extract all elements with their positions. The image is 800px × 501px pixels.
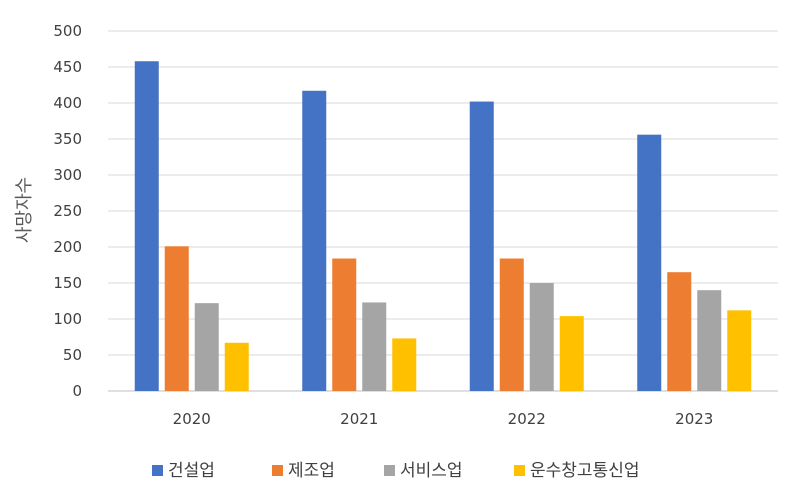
x-tick-label: 2020: [173, 410, 211, 428]
legend-swatch: [384, 465, 395, 476]
legend-swatch: [514, 465, 525, 476]
legend-label: 서비스업: [400, 461, 463, 481]
legend: 건설업 제조업 서비스업 운수창고통신업: [152, 461, 639, 481]
y-tick-label: 0: [72, 382, 82, 400]
bar-2020-제조업: [164, 246, 189, 391]
bar-2021-제조업: [332, 258, 357, 391]
gridlines: [108, 30, 778, 392]
y-tick-label: 250: [53, 202, 82, 220]
bar-2022-운수창고통신업: [559, 316, 584, 391]
y-tick-label: 150: [53, 274, 82, 292]
legend-swatch: [152, 465, 163, 476]
legend-label: 운수창고통신업: [530, 461, 639, 481]
bar-2022-건설업: [469, 101, 494, 391]
y-tick-label: 350: [53, 130, 82, 148]
bar-2023-건설업: [637, 134, 662, 391]
x-tick-label: 2023: [675, 410, 713, 428]
y-tick-label: 300: [53, 166, 82, 184]
bar-2023-제조업: [667, 272, 692, 391]
y-axis-ticks: 0 50 100 150 200 250 300 350 400 450 500: [53, 22, 82, 400]
bar-2021-서비스업: [362, 302, 387, 391]
bar-2021-운수창고통신업: [392, 338, 417, 391]
y-axis-label: 사망자수: [14, 177, 35, 243]
y-tick-label: 100: [53, 310, 82, 328]
y-tick-label: 500: [53, 22, 82, 40]
bar-2023-운수창고통신업: [727, 310, 752, 391]
legend-swatch: [272, 465, 283, 476]
y-tick-label: 450: [53, 58, 82, 76]
x-axis-ticks: 2020 2021 2022 2023: [173, 410, 714, 428]
y-tick-label: 200: [53, 238, 82, 256]
legend-label: 건설업: [168, 461, 215, 481]
bar-2021-건설업: [302, 90, 327, 391]
y-tick-label: 400: [53, 94, 82, 112]
legend-label: 제조업: [288, 461, 335, 481]
bar-2022-서비스업: [529, 283, 554, 391]
bar-2022-제조업: [499, 258, 524, 391]
bar-2020-운수창고통신업: [224, 342, 249, 391]
x-tick-label: 2022: [508, 410, 546, 428]
x-tick-label: 2021: [340, 410, 378, 428]
bar-2020-건설업: [134, 61, 159, 392]
bar-2020-서비스업: [194, 303, 219, 391]
bar-2023-서비스업: [697, 290, 722, 391]
bars: [134, 61, 752, 392]
y-tick-label: 50: [63, 346, 82, 364]
